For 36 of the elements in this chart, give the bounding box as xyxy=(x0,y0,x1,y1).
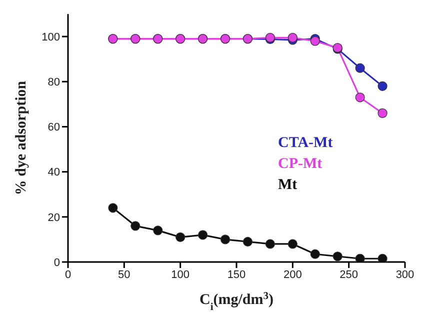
y-axis-title: % dye adsorption xyxy=(13,80,30,196)
point xyxy=(108,203,118,213)
point xyxy=(378,81,388,91)
x-tick-label: 150 xyxy=(227,268,246,281)
x-tick-label: 0 xyxy=(64,268,72,281)
x-axis-title: C$_{i}$(mg/dm$^{3}$) xyxy=(199,290,274,312)
point xyxy=(198,230,208,240)
y-tick-label: 80 xyxy=(48,76,60,89)
x-tick-label: 100 xyxy=(171,268,190,281)
point xyxy=(288,239,298,249)
point xyxy=(176,232,186,242)
y-tick-label: 40 xyxy=(48,166,60,179)
text: CP-Mt xyxy=(278,155,324,174)
point xyxy=(153,226,163,236)
point xyxy=(265,239,275,249)
text: CTA-Mt xyxy=(278,134,333,153)
point xyxy=(355,254,365,262)
point xyxy=(355,63,365,73)
y-tick-label: 0 xyxy=(54,256,60,269)
y-tick-label: 60 xyxy=(48,122,60,134)
point xyxy=(378,108,388,118)
y-tick-label: 20 xyxy=(48,212,60,224)
point xyxy=(355,92,365,102)
text: Mt xyxy=(278,176,298,195)
point xyxy=(130,221,140,231)
point xyxy=(220,234,230,244)
x-tick-label: 250 xyxy=(340,268,358,281)
point xyxy=(310,249,320,259)
x-tick-label: 200 xyxy=(283,268,302,281)
y-tick-label: 100 xyxy=(42,31,60,44)
point xyxy=(242,236,253,247)
point xyxy=(378,254,388,262)
x-tick-label: 50 xyxy=(118,268,130,281)
point xyxy=(288,32,298,42)
x-tick-label: 300 xyxy=(396,268,414,281)
point xyxy=(332,252,342,262)
